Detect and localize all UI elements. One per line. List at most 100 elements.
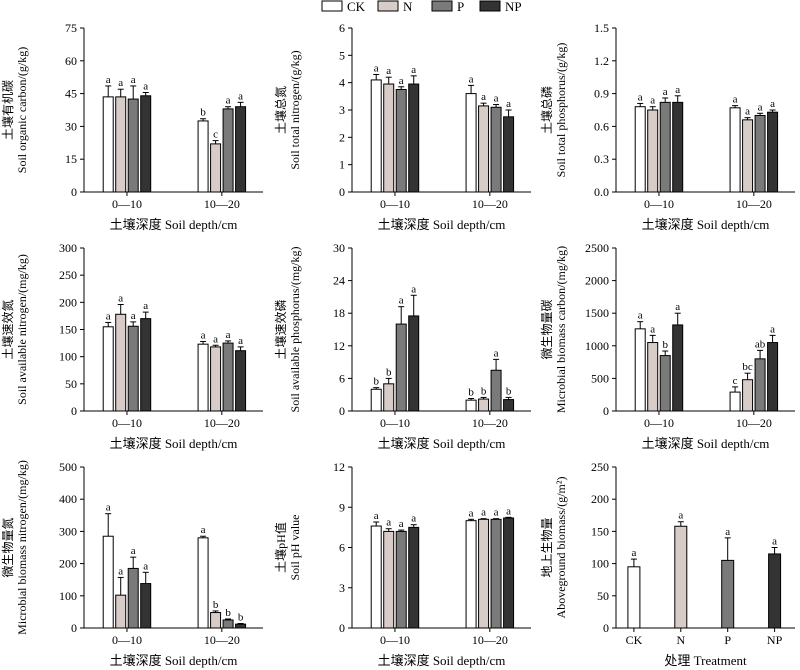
y-tick-label: 1 — [339, 158, 345, 172]
bar-np-2 — [767, 111, 779, 193]
bar-p-1 — [395, 323, 407, 412]
y-tick-label: 1.5 — [594, 21, 609, 35]
legend-swatch-ck — [321, 0, 343, 12]
x-tick-label: 0—10 — [644, 197, 674, 211]
y-axis-label-cn: 土壤速效磷 — [273, 299, 288, 359]
significance-letter: a — [143, 300, 148, 312]
bar-p-1 — [659, 355, 671, 412]
bar-p-2 — [490, 518, 502, 629]
bar-np-2 — [503, 116, 515, 193]
bar-np-1 — [140, 95, 152, 193]
significance-letter: bc — [742, 361, 753, 373]
bar-p-2 — [222, 108, 234, 193]
bar-np-1 — [672, 324, 684, 412]
bar-n-2 — [478, 398, 490, 412]
bar-ck-2 — [197, 120, 209, 193]
y-tick-label: 2500 — [585, 241, 609, 255]
bar-n-2 — [742, 379, 754, 412]
x-axis-label: 土壤深度 Soil depth/cm — [378, 217, 506, 232]
bar-p-1 — [127, 98, 139, 193]
x-tick-label: 0—10 — [112, 197, 142, 211]
y-tick-label: 0 — [603, 621, 609, 635]
y-axis-label-cn: 地上生物量 — [540, 517, 554, 577]
x-tick-label: CK — [626, 633, 643, 647]
y-tick-label: 60 — [65, 54, 77, 68]
significance-letter: a — [213, 333, 218, 345]
y-tick-label: 2 — [339, 130, 345, 144]
y-axis-label-en: Soil available phosphorus/(mg/kg) — [288, 247, 302, 413]
bar-n-1 — [647, 109, 659, 193]
y-axis-label-en: Soil organic carbon/(g/kg) — [15, 47, 29, 173]
y-tick-label: 18 — [333, 306, 345, 320]
y-tick-label: 12 — [333, 460, 345, 474]
x-axis-label: 土壤深度 Soil depth/cm — [642, 217, 770, 232]
significance-letter: a — [386, 65, 391, 77]
y-tick-label: 0 — [339, 404, 345, 418]
y-tick-label: 200 — [59, 557, 77, 571]
y-tick-label: 0 — [339, 621, 345, 635]
x-tick-label: NP — [767, 633, 783, 647]
chart-panel-7: 0 100 200 300 400 500 微生物量氮Microbial biomass n… — [0, 460, 263, 668]
x-axis-label: 土壤深度 Soil depth/cm — [110, 217, 238, 232]
bar-p-1 — [395, 530, 407, 629]
y-axis-label: 土壤总磷Soil total phosphorus/(g/kg) — [539, 43, 568, 178]
y-tick-label: 1000 — [585, 339, 609, 353]
y-axis-label: 微生物量氮Microbial biomass nitrogen/(mg/kg) — [0, 460, 29, 635]
significance-letter: b — [238, 611, 244, 623]
bar-n-2 — [210, 346, 222, 412]
y-tick-label: 0 — [603, 404, 609, 418]
significance-letter: a — [143, 560, 148, 572]
y-axis-label-en: Microbial biomass nitrogen/(mg/kg) — [15, 460, 29, 635]
significance-letter: a — [772, 536, 777, 548]
bar-np-1 — [672, 101, 684, 193]
significance-letter: a — [411, 283, 416, 295]
y-axis-label: 土壤速效磷Soil available phosphorus/(mg/kg) — [273, 247, 302, 413]
y-tick-label: 0.9 — [594, 87, 609, 101]
y-axis-label: 微生物量碳Microbial biomass carbon/(mg/kg) — [540, 246, 568, 413]
significance-letter: a — [226, 95, 231, 107]
legend-label-ck: CK — [347, 0, 366, 14]
bar-np-1 — [140, 583, 152, 629]
y-tick-label: 0 — [71, 621, 77, 635]
significance-letter: a — [745, 106, 750, 118]
y-tick-label: 9 — [339, 500, 345, 514]
y-tick-label: 150 — [591, 524, 609, 538]
y-tick-label: 6 — [339, 371, 345, 385]
y-tick-label: 24 — [333, 274, 345, 288]
y-tick-label: 300 — [59, 524, 77, 538]
y-tick-label: 100 — [59, 589, 77, 603]
y-tick-label: 5 — [339, 48, 345, 62]
y-tick-label: 100 — [591, 557, 609, 571]
y-tick-label: 0.0 — [594, 185, 609, 199]
bar-ck-2 — [465, 93, 477, 193]
chart-panel-2: 0 1 2 3 4 5 6 土壤总氮Soil total nitrogen/(g/kg) 土壤深… — [273, 21, 531, 232]
bar-ck-1 — [370, 525, 382, 629]
significance-letter: b — [386, 366, 392, 378]
y-tick-label: 300 — [59, 241, 77, 255]
legend-swatch-np — [479, 0, 501, 12]
y-tick-label: 12 — [333, 339, 345, 353]
x-axis-label: 土壤深度 Soil depth/cm — [110, 436, 238, 451]
legend-swatch-n — [377, 0, 399, 12]
significance-letter: a — [675, 84, 680, 96]
bar-p-1 — [127, 567, 139, 629]
significance-letter: a — [725, 526, 730, 538]
bar-n-1 — [383, 530, 395, 629]
significance-letter: a — [675, 301, 680, 313]
bar-p-2 — [754, 114, 766, 193]
x-axis-label: 土壤深度 Soil depth/cm — [378, 436, 506, 451]
significance-letter: a — [374, 62, 379, 74]
bar-ck-2 — [197, 343, 209, 412]
significance-letter: a — [118, 293, 123, 305]
x-tick-label: 10—20 — [204, 416, 240, 430]
significance-letter: a — [386, 517, 391, 529]
y-tick-label: 75 — [65, 21, 77, 35]
y-tick-label: 400 — [59, 492, 77, 506]
y-tick-label: 2000 — [585, 274, 609, 288]
significance-letter: a — [226, 329, 231, 341]
bar-np — [768, 553, 782, 629]
x-tick-label: 10—20 — [204, 633, 240, 647]
y-axis-label-cn: 微生物量氮 — [0, 517, 15, 577]
significance-letter: a — [106, 74, 111, 86]
